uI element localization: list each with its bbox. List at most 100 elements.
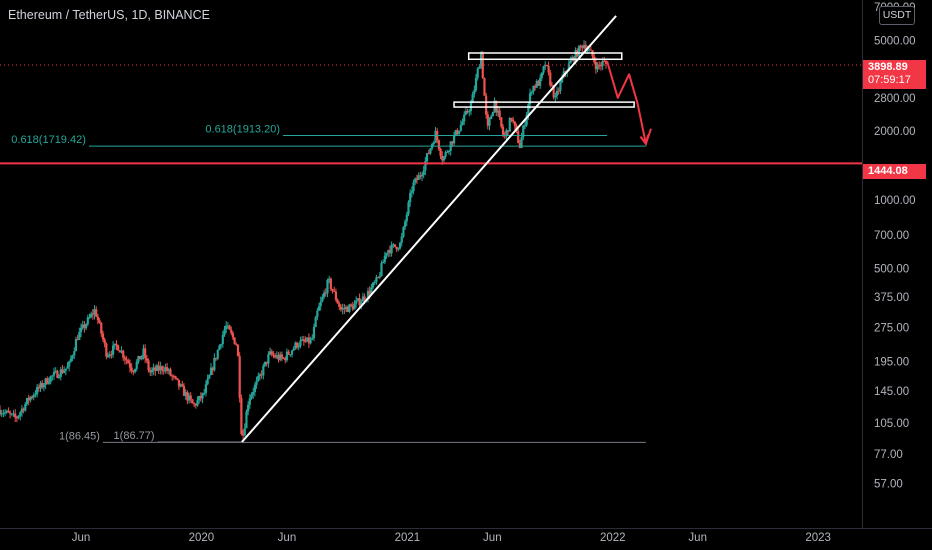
candle <box>69 355 72 363</box>
candle <box>241 429 245 440</box>
candle <box>142 344 145 360</box>
candle <box>238 352 241 403</box>
candle <box>179 383 182 388</box>
price-tick-label: 500.00 <box>874 263 909 275</box>
candle <box>2 409 5 418</box>
candle <box>103 337 106 348</box>
candle <box>542 65 545 75</box>
candle <box>128 359 132 373</box>
candle <box>385 252 388 259</box>
candle <box>466 108 469 114</box>
candle <box>39 381 42 392</box>
candle <box>545 64 549 67</box>
candle <box>338 301 341 311</box>
candle <box>30 395 34 400</box>
candle <box>302 335 305 346</box>
candle <box>268 347 272 356</box>
candle <box>260 370 263 379</box>
candle <box>106 352 110 359</box>
candle <box>474 73 478 93</box>
candle <box>12 410 15 417</box>
candle <box>177 379 181 390</box>
candle <box>123 355 127 365</box>
candle <box>78 327 81 340</box>
candle <box>377 276 380 279</box>
candle <box>272 350 275 359</box>
candle <box>596 62 599 73</box>
currency-button[interactable]: USDT <box>879 6 915 25</box>
candle <box>290 350 294 358</box>
time-tick-label: 2020 <box>189 532 215 544</box>
price-tick-label: 275.00 <box>874 323 909 335</box>
candle <box>159 361 162 375</box>
candle <box>88 313 91 320</box>
candle <box>176 377 179 381</box>
candle <box>533 84 537 91</box>
candle <box>270 349 273 357</box>
time-tick-label: Jun <box>72 532 91 544</box>
candle <box>267 351 270 368</box>
candle <box>130 363 133 374</box>
candle <box>255 376 258 389</box>
candle <box>252 387 255 399</box>
candle <box>410 186 413 198</box>
candle <box>304 336 307 343</box>
candle <box>66 361 69 369</box>
candle <box>456 128 459 136</box>
candle <box>360 299 363 310</box>
candle <box>427 149 430 155</box>
candle <box>471 91 474 104</box>
candle <box>253 382 256 397</box>
candle <box>9 410 12 419</box>
candle <box>371 281 375 290</box>
candle <box>225 321 228 334</box>
candle <box>25 397 29 406</box>
candle <box>220 343 223 349</box>
candle <box>44 377 47 390</box>
candle <box>292 346 295 351</box>
current-price-label: 3898.89 07:59:17 <box>863 60 926 89</box>
candle <box>235 342 238 346</box>
candle <box>24 401 27 412</box>
price-tick-label: 5000.00 <box>874 35 916 47</box>
candle <box>328 275 331 284</box>
candle <box>387 249 390 258</box>
candle <box>442 155 446 163</box>
time-tick-label: 2023 <box>805 532 831 544</box>
candle <box>388 245 392 257</box>
candle <box>539 74 542 90</box>
candle <box>496 106 500 117</box>
candle <box>512 116 515 124</box>
price-tick-label: 105.00 <box>874 418 909 430</box>
candle <box>333 286 336 293</box>
candle <box>444 150 447 159</box>
candle <box>182 383 186 396</box>
candle <box>476 67 479 81</box>
candle <box>171 374 174 381</box>
candle <box>172 374 175 380</box>
time-axis[interactable]: Jun 2020 Jun 2021 Jun 2022 Jun 2023 <box>0 528 932 545</box>
candle <box>275 351 278 359</box>
candle <box>84 323 88 331</box>
candle <box>550 81 554 87</box>
candle <box>160 365 164 375</box>
candle <box>331 288 334 294</box>
candle <box>132 369 135 376</box>
candle <box>211 366 214 376</box>
candle <box>32 392 35 401</box>
candle <box>317 302 321 311</box>
candle <box>353 300 356 310</box>
candle <box>547 61 550 76</box>
candle <box>289 354 292 357</box>
candle <box>319 296 322 311</box>
candle <box>96 313 100 325</box>
candle <box>508 117 511 132</box>
candle <box>245 409 248 429</box>
candle <box>83 321 86 333</box>
candle <box>15 415 18 423</box>
candle <box>218 344 221 351</box>
price-tick-label: 1000.00 <box>874 195 916 207</box>
candle <box>383 251 386 265</box>
candle <box>287 349 290 356</box>
